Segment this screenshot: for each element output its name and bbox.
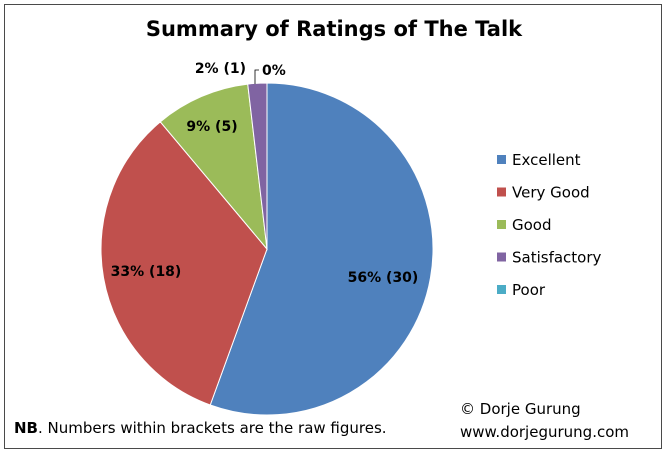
data-label-poor: 0% (262, 63, 286, 79)
data-label-excellent: 56% (30) (348, 270, 419, 286)
data-label-very-good: 33% (18) (111, 264, 182, 280)
legend-swatch-satisfactory (497, 252, 506, 262)
legend-swatch-good (497, 220, 506, 229)
legend-label-satisfactory: Satisfactory (512, 249, 602, 267)
legend-label-good: Good (512, 216, 552, 234)
legend: Excellent Very Good Good Satisfactory Poor (497, 151, 602, 299)
website-text: www.dorjegurung.com (460, 423, 629, 441)
pie-slices (100, 82, 434, 416)
data-labels: 56% (30) 33% (18) 9% (5) 2% (1) 0% (111, 61, 419, 286)
footnote-nb: NB (14, 419, 38, 437)
leader-lines (254, 69, 259, 84)
leader-line (254, 69, 259, 84)
legend-label-very-good: Very Good (512, 184, 590, 202)
pie-slice-good (159, 83, 268, 251)
copyright-text: © Dorje Gurung (460, 400, 581, 418)
pie-slice-excellent (209, 82, 434, 416)
footnote: NB. Numbers within brackets are the raw … (14, 419, 387, 437)
legend-swatch-excellent (497, 155, 506, 164)
legend-label-poor: Poor (512, 281, 546, 299)
legend-swatch-poor (497, 285, 506, 294)
footnote-text: . Numbers within brackets are the raw fi… (38, 419, 387, 437)
credit: © Dorje Gurung www.dorjegurung.com (460, 398, 629, 444)
data-label-satisfactory: 2% (1) (195, 61, 246, 77)
pie-slice-very-good (100, 121, 268, 406)
data-label-good: 9% (5) (186, 119, 237, 135)
legend-swatch-very-good (497, 187, 506, 197)
chart-title: Summary of Ratings of The Talk (146, 17, 523, 41)
pie-slice-satisfactory (247, 82, 268, 250)
legend-label-excellent: Excellent (512, 151, 581, 169)
